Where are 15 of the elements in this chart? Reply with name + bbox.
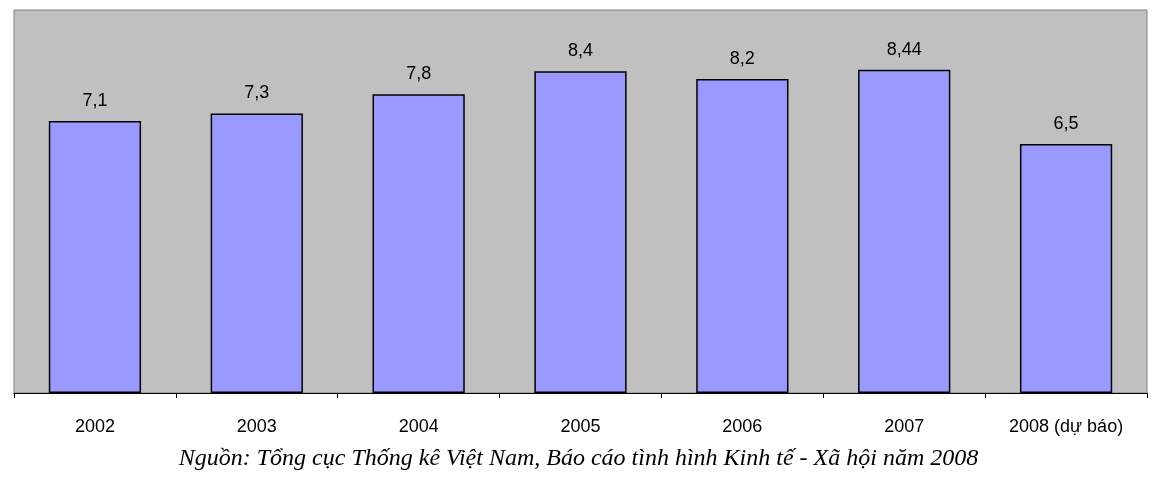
x-tick-label: 2008 (dự báo) xyxy=(1009,416,1124,436)
text: Nguồn: Tổng cục Thống kê Việt Nam, Báo cáo tình hình Kinh tế - Xã hội năm 2008 xyxy=(177,444,979,470)
data-label: 7,8 xyxy=(406,63,432,84)
data-label: 8,2 xyxy=(729,47,755,68)
data-label: 7,1 xyxy=(82,90,108,111)
data-label: 6,5 xyxy=(1053,113,1079,134)
x-tick-label: 2002 xyxy=(74,416,115,436)
x-tick-label: 2004 xyxy=(398,416,439,436)
data-label: 8,4 xyxy=(567,40,594,61)
x-tick-label: 2005 xyxy=(560,416,601,436)
data-label: 8,44 xyxy=(886,38,922,59)
x-tick-label: 2007 xyxy=(884,416,925,436)
x-tick-label: 2006 xyxy=(722,416,763,436)
x-tick-label: 2003 xyxy=(236,416,277,436)
data-label: 7,3 xyxy=(244,82,270,103)
